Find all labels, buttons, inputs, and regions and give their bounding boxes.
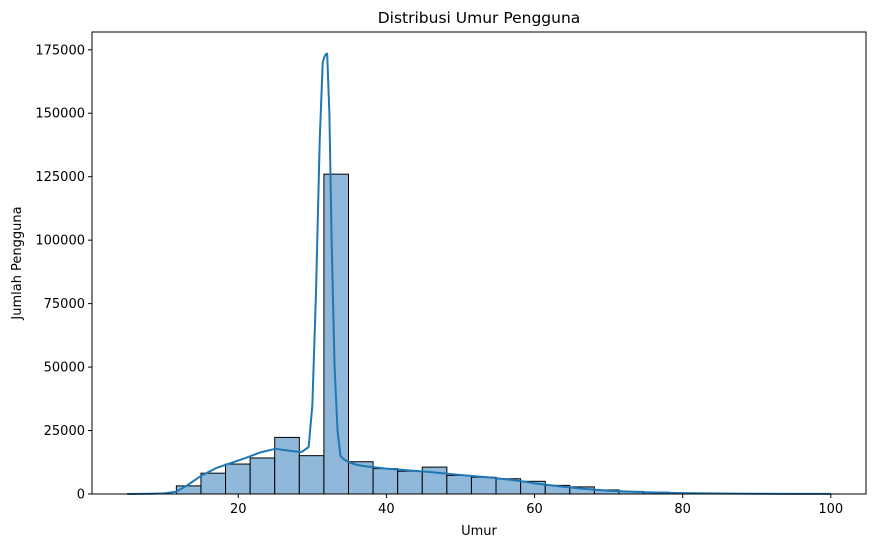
axes-frame (91, 31, 867, 495)
x-tick-label: 40 (378, 502, 395, 517)
y-axis-label: Jumlah Pengguna (10, 206, 25, 320)
chart-title: Distribusi Umur Pengguna (378, 9, 581, 27)
histogram-bar-10 (372, 468, 399, 495)
x-axis-ticks: 20 40 60 80 100 (230, 494, 843, 517)
y-tick-label: 125000 (35, 170, 85, 185)
x-tick-label: 60 (526, 502, 543, 517)
y-axis-ticks: 0 25000 50000 75000 100000 125000 150000 175000 (35, 43, 92, 503)
x-tick-label: 20 (230, 502, 247, 517)
x-tick-label: 100 (818, 502, 843, 517)
y-tick-label: 150000 (35, 107, 85, 122)
histogram-bar-14 (470, 476, 497, 495)
histogram-bar-8 (323, 173, 349, 495)
x-axis-label: Umur (461, 524, 497, 539)
histogram-bar-3 (200, 472, 227, 495)
y-tick-label: 0 (77, 488, 85, 503)
histogram-bars (175, 173, 841, 495)
y-tick-label: 175000 (35, 43, 85, 58)
histogram-bar-6 (274, 436, 300, 495)
axes-spines (91, 31, 867, 495)
x-tick-label: 80 (674, 502, 691, 517)
histogram-bar-11 (397, 470, 423, 495)
kde-layer (127, 52, 831, 495)
y-tick-label: 100000 (35, 234, 85, 249)
histogram-bar-13 (446, 474, 472, 495)
y-tick-label: 25000 (44, 424, 85, 439)
y-tick-label: 50000 (44, 361, 85, 376)
histogram-bar-5 (249, 457, 276, 495)
histogram-bar-4 (225, 463, 251, 495)
y-tick-label: 75000 (44, 297, 85, 312)
histogram-bar-7 (298, 455, 325, 495)
kde-curve (127, 52, 831, 495)
